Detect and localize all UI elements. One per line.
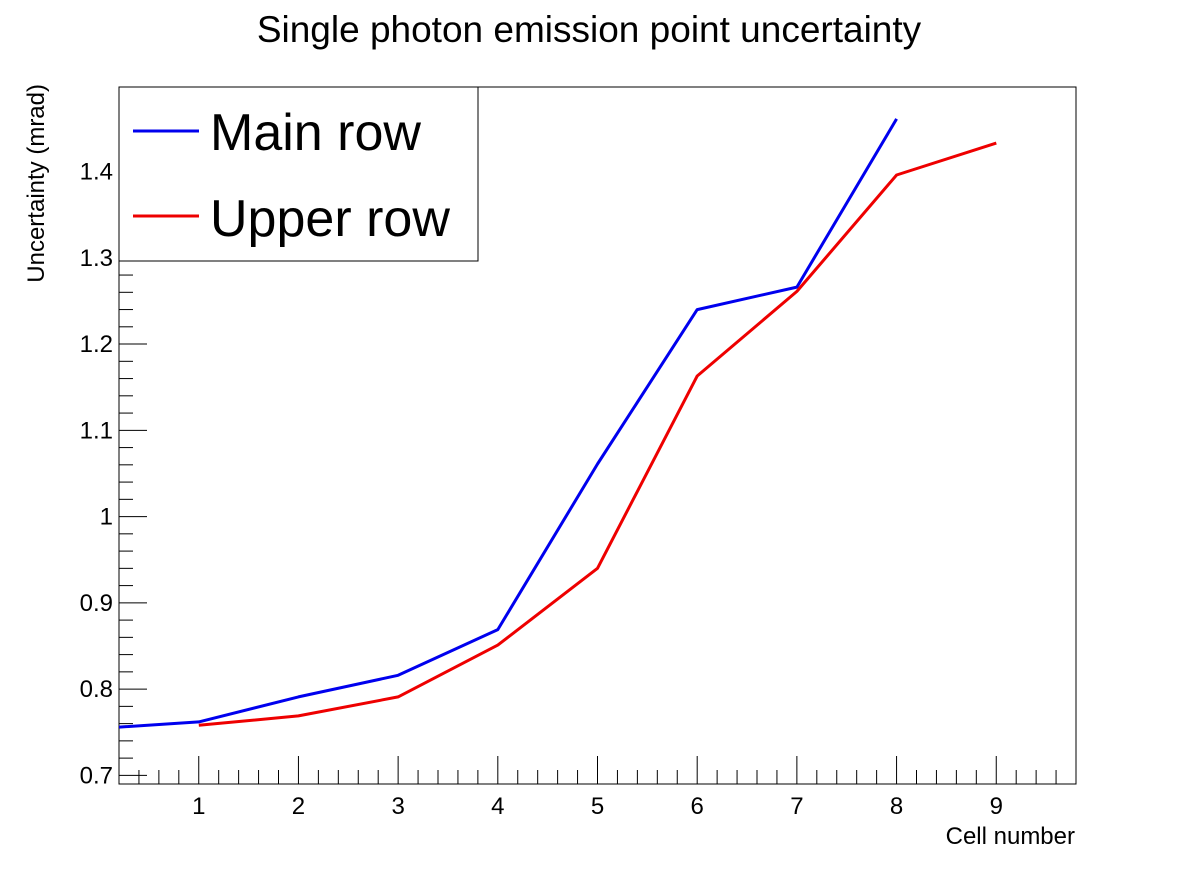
x-tick-label: 2 [292, 793, 305, 820]
x-tick-label: 3 [391, 793, 404, 820]
x-tick-label: 8 [890, 793, 903, 820]
x-tick-label: 4 [491, 793, 504, 820]
x-tick-label: 5 [591, 793, 604, 820]
legend: Main row Upper row [118, 86, 479, 262]
y-tick-label: 0.8 [80, 676, 113, 703]
series-lines [118, 118, 997, 729]
legend-label-upper-row: Upper row [210, 190, 450, 248]
y-tick-label: 1 [100, 504, 113, 531]
x-tick-labels: 1 2 3 4 5 6 7 8 9 [192, 793, 1003, 820]
x-tick-label: 1 [192, 793, 205, 820]
y-tick-label: 1.1 [80, 417, 113, 444]
x-axis-label: Cell number [946, 823, 1075, 850]
y-axis-label: Uncertainty (mrad) [23, 84, 50, 283]
x-tick-label: 9 [990, 793, 1003, 820]
y-tick-labels: 0.7 0.8 0.9 1 1.1 1.2 1.3 1.4 [80, 159, 113, 790]
y-tick-label: 1.3 [80, 245, 113, 272]
series-line-upper-row [198, 141, 997, 727]
y-tick-label: 0.9 [80, 590, 113, 617]
chart-title: Single photon emission point uncertainty [257, 9, 922, 50]
y-tick-label: 0.7 [80, 762, 113, 789]
x-tick-label: 7 [790, 793, 803, 820]
y-tick-label: 1.2 [80, 331, 113, 358]
legend-label-main-row: Main row [210, 104, 421, 162]
x-tick-label: 6 [691, 793, 704, 820]
legend-box [118, 86, 479, 262]
series-line-main-row [118, 118, 898, 729]
y-tick-label: 1.4 [80, 159, 113, 186]
